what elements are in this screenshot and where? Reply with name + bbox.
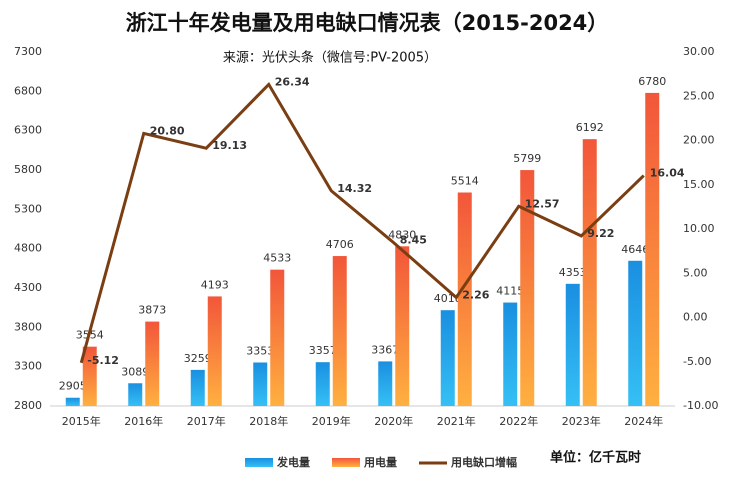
y-tick-label: 4300 <box>14 281 42 294</box>
line-label: -5.12 <box>87 354 119 367</box>
unit-note: 单位：亿千瓦时 <box>550 450 641 466</box>
x-tick-label: 2017年 <box>187 414 226 428</box>
bar <box>457 192 472 406</box>
line-label: 16.04 <box>650 167 685 180</box>
y-tick-label: 6800 <box>14 84 42 97</box>
line-label: 20.80 <box>150 124 185 137</box>
legend-label: 用电缺口增幅 <box>451 455 517 469</box>
x-tick-label: 2020年 <box>374 414 413 428</box>
y-tick-label: 5800 <box>14 163 42 176</box>
y2-tick-label: 5.00 <box>683 266 708 279</box>
bar-label: 4193 <box>201 278 229 291</box>
bar-label: 5799 <box>513 152 541 165</box>
y2-tick-label: 0.00 <box>683 311 708 324</box>
bar-label: 3353 <box>246 344 274 357</box>
x-tick-label: 2019年 <box>312 414 351 428</box>
line-label: 14.32 <box>337 182 372 195</box>
bar <box>190 369 205 406</box>
bar-label: 2905 <box>59 380 87 393</box>
legend-label: 发电量 <box>276 455 310 469</box>
y-tick-label: 5300 <box>14 202 42 215</box>
x-tick-label: 2022年 <box>499 414 538 428</box>
x-tick-label: 2023年 <box>562 414 601 428</box>
bar <box>270 269 285 406</box>
x-tick-label: 2015年 <box>62 414 101 428</box>
line-label: 9.22 <box>587 227 614 240</box>
x-tick-label: 2018年 <box>249 414 288 428</box>
bar-label: 4706 <box>326 238 354 251</box>
bar <box>645 92 660 406</box>
bar <box>440 310 455 406</box>
x-tick-label: 2021年 <box>437 414 476 428</box>
legend-label: 用电量 <box>364 455 397 469</box>
x-tick-label: 2024年 <box>624 414 663 428</box>
y2-tick-label: 15.00 <box>683 178 715 191</box>
line-label: 19.13 <box>212 139 247 152</box>
y2-tick-label: 20.00 <box>683 134 715 147</box>
bar <box>82 346 97 406</box>
chart-title: 浙江十年发电量及用电缺口情况表（2015-2024） <box>126 11 609 35</box>
bar-label: 4115 <box>496 285 524 298</box>
line-label: 2.26 <box>462 288 489 301</box>
y-tick-label: 2800 <box>14 399 42 412</box>
bar <box>315 362 330 406</box>
bar-label: 3089 <box>121 365 149 378</box>
y2-tick-label: 25.00 <box>683 89 715 102</box>
bar-label: 3367 <box>371 343 399 356</box>
bar <box>128 383 143 406</box>
bar <box>395 246 410 406</box>
bar <box>253 362 268 406</box>
bar-label: 3873 <box>138 304 166 317</box>
line-label: 12.57 <box>525 197 560 210</box>
line <box>79 81 645 364</box>
bar-label: 6780 <box>638 75 666 88</box>
bar <box>378 361 393 406</box>
bar-label: 3357 <box>309 344 337 357</box>
y-tick-label: 3300 <box>14 360 42 373</box>
bar <box>520 170 535 406</box>
y2-tick-label: -10.00 <box>683 399 718 412</box>
legend-swatch <box>245 458 273 467</box>
bar-label: 4353 <box>559 266 587 279</box>
bar-label: 4830 <box>388 228 416 241</box>
bar <box>628 260 643 406</box>
y2-tick-label: -5.00 <box>683 355 711 368</box>
line-label: 26.34 <box>275 75 310 88</box>
y2-tick-label: 10.00 <box>683 222 715 235</box>
chart-subtitle: 来源：光伏头条（微信号:PV-2005） <box>223 50 437 66</box>
bar-label: 4533 <box>263 252 291 265</box>
bar-label: 6192 <box>576 121 604 134</box>
y-tick-label: 4800 <box>14 242 42 255</box>
bar <box>207 296 222 406</box>
bar-label: 5514 <box>451 174 479 187</box>
bar-label: 3259 <box>184 352 212 365</box>
bar <box>145 321 160 406</box>
bar-label: 4646 <box>621 243 649 256</box>
y2-tick-label: 30.00 <box>683 45 715 58</box>
bar <box>332 256 347 406</box>
line-label: 8.45 <box>400 234 427 247</box>
bar <box>65 397 80 406</box>
bar <box>565 283 580 406</box>
y-tick-label: 6300 <box>14 124 42 137</box>
x-tick-label: 2016年 <box>124 414 163 428</box>
y-tick-label: 7300 <box>14 45 42 58</box>
legend-swatch <box>332 458 360 467</box>
bar <box>503 302 518 406</box>
bar <box>582 139 597 407</box>
y-tick-label: 3800 <box>14 320 42 333</box>
